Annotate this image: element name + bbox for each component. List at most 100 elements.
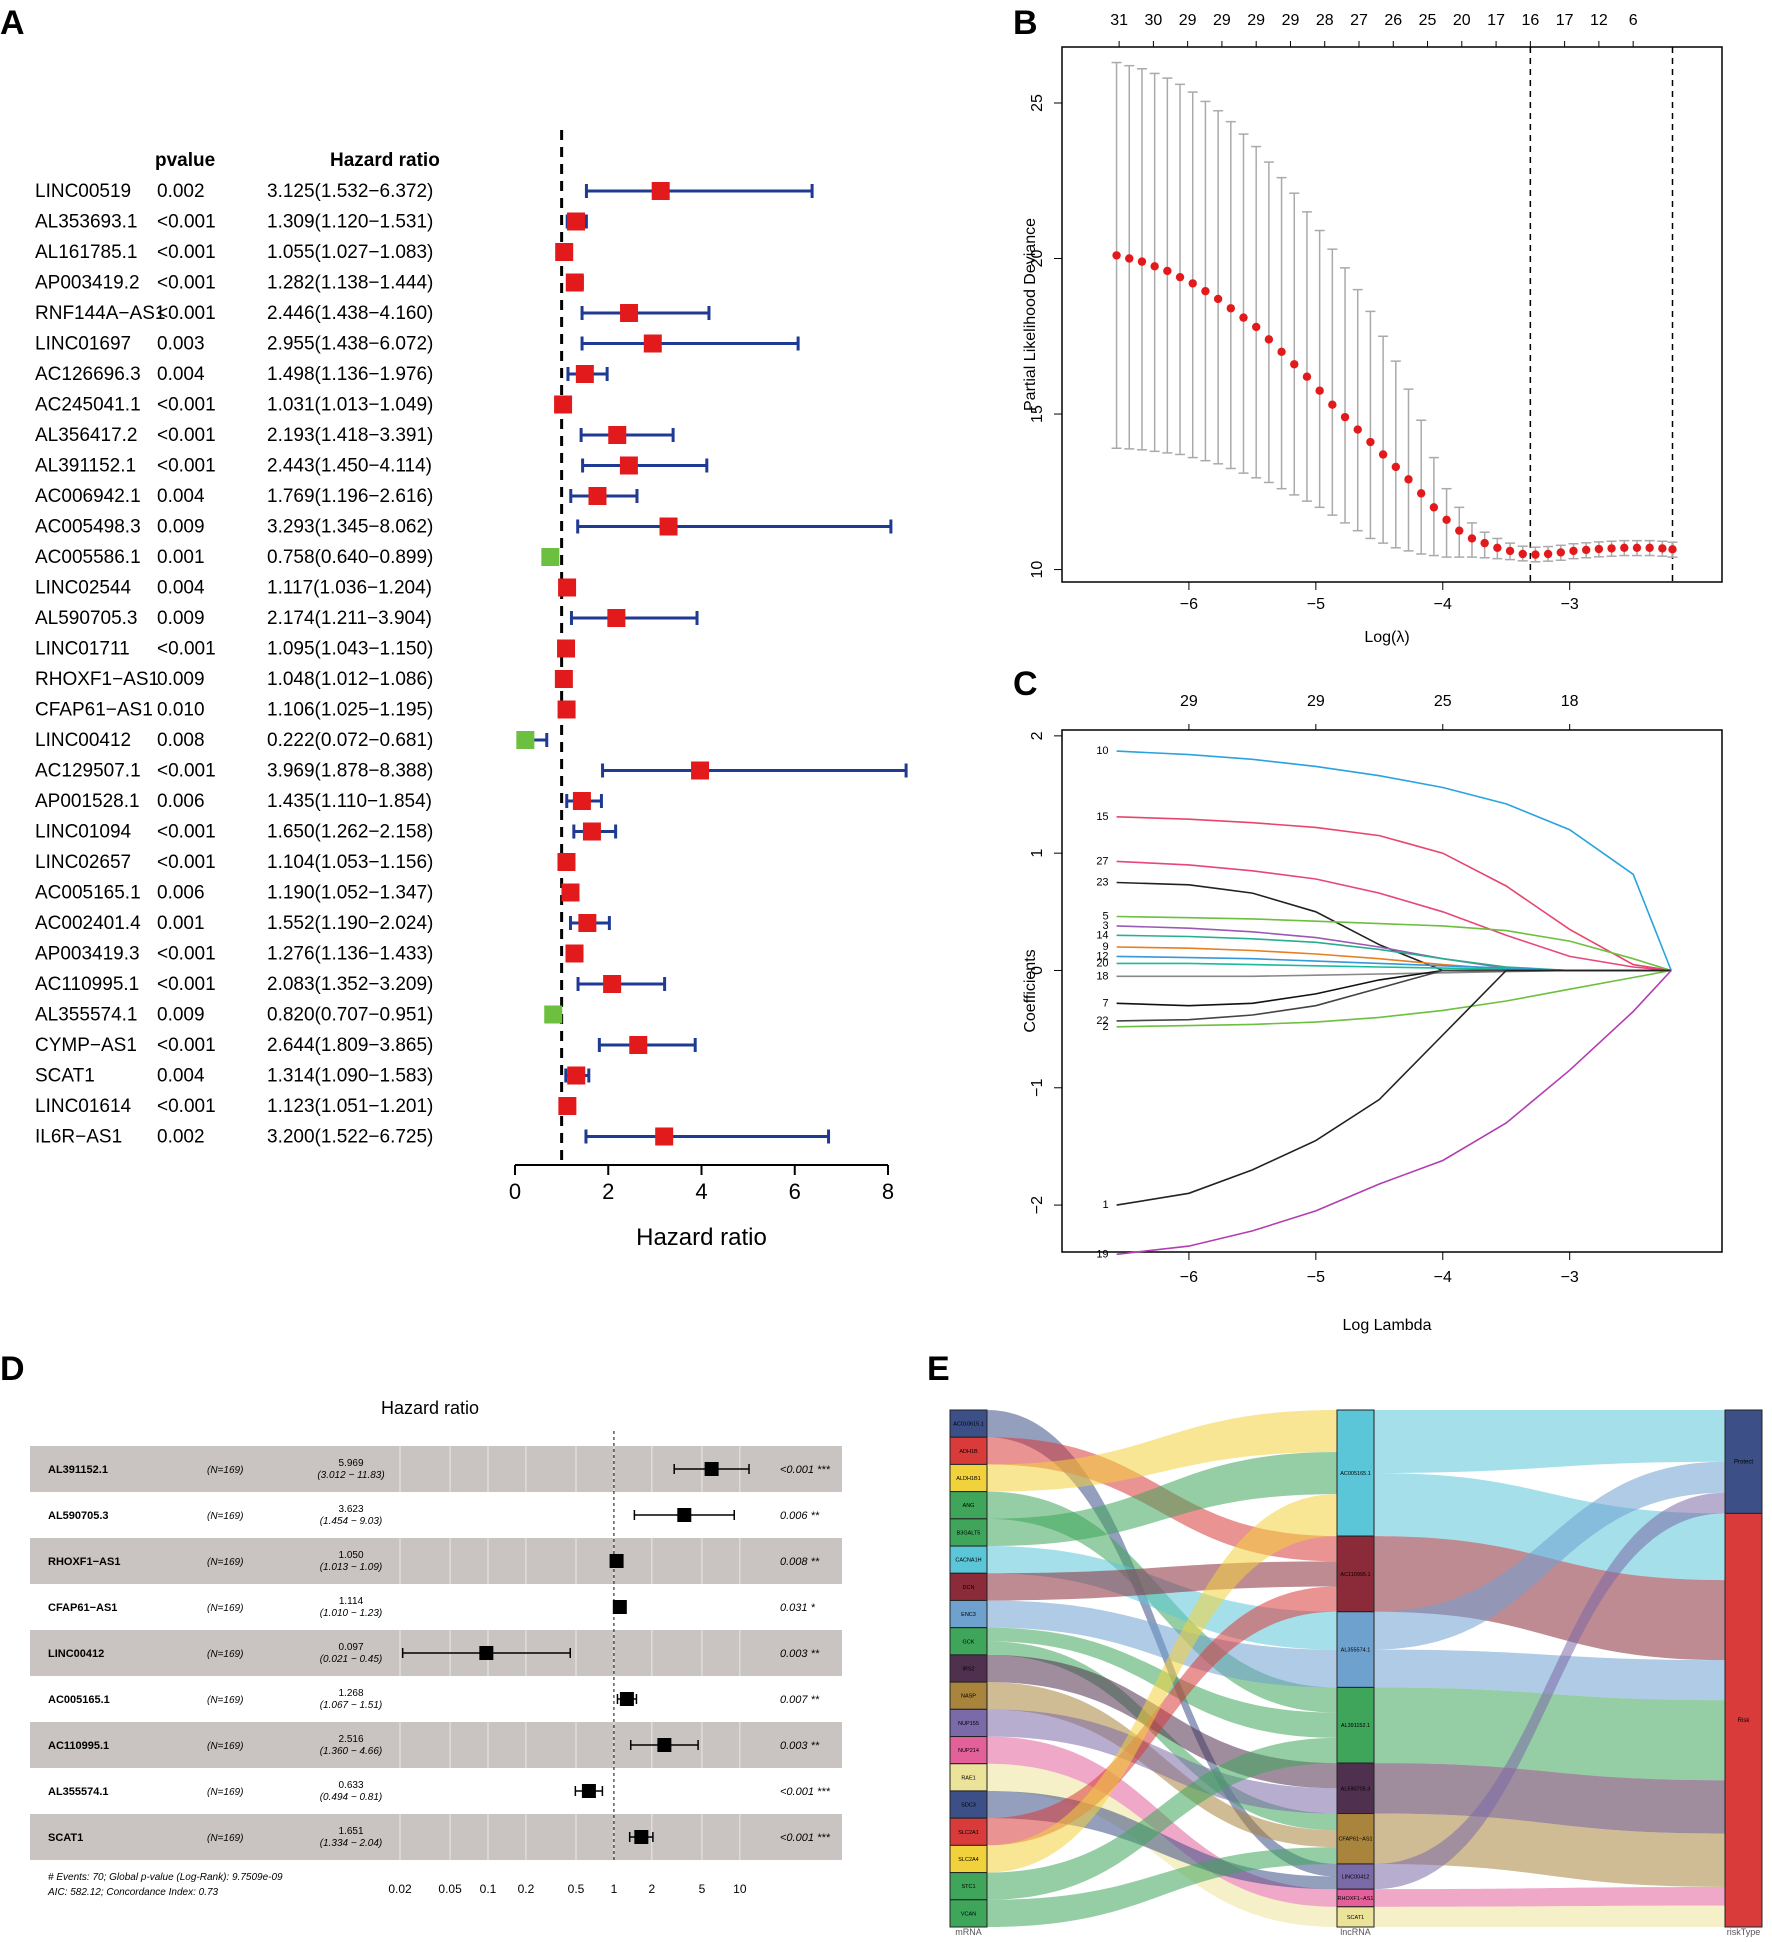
deviance-point [1505, 546, 1515, 556]
flow-ribbon [987, 1410, 1337, 1492]
flow-ribbon [1374, 1461, 1725, 1650]
top-label: 26 [1384, 12, 1402, 29]
y-tick-label: −2 [1029, 1196, 1046, 1214]
hr-point [555, 243, 574, 261]
p-label: <0.001 *** [780, 1832, 831, 1844]
hr-label: 3.969(1.878−8.388) [267, 761, 433, 782]
deviance-point [1366, 437, 1375, 447]
pvalue-label: <0.001 [157, 242, 216, 263]
x-tick-label: 10 [733, 1882, 747, 1896]
n-label: (N=169) [207, 1787, 243, 1798]
pvalue-header: pvalue [155, 150, 215, 171]
ci-label: (1.067 − 1.51) [320, 1700, 383, 1711]
gene-label: LINC01094 [35, 822, 132, 843]
top-label: 17 [1556, 12, 1574, 29]
pvalue-label: <0.001 [157, 822, 216, 843]
mrna-node-label: SDC3 [961, 1803, 976, 1809]
deviance-point [1277, 347, 1286, 357]
gene-label: AC126696.3 [35, 364, 141, 385]
pvalue-label: <0.001 [157, 944, 216, 965]
panel-label: A [0, 4, 25, 42]
top-label: 20 [1453, 12, 1471, 29]
pvalue-label: 0.004 [157, 578, 205, 599]
hr-label: 1.498(1.136−1.976) [267, 364, 433, 385]
deviance-point [1531, 550, 1540, 559]
deviance-point [1620, 543, 1629, 552]
hr-label: 1.282(1.138−1.444) [267, 273, 433, 294]
n-label: (N=169) [207, 1741, 243, 1752]
x-tick-label: 5 [699, 1882, 706, 1896]
gene-label: LINC00412 [35, 730, 131, 751]
flow-ribbon [987, 1737, 1337, 1900]
gene-label: LINC02657 [35, 852, 131, 873]
hr-point [677, 1508, 692, 1522]
mrna-node [949, 1899, 988, 1928]
flow-ribbon [1374, 1536, 1725, 1661]
gene-label: LINC02544 [35, 578, 132, 599]
mrna-node [949, 1572, 988, 1601]
gene-label: AL355574.1 [48, 1786, 109, 1798]
lncrna-node [1336, 1863, 1375, 1890]
x-tick-label: −4 [1434, 1269, 1452, 1286]
hr-label: 3.623 [338, 1504, 363, 1515]
hr-label: 1.095(1.043−1.150) [267, 639, 433, 660]
pvalue-label: 0.004 [157, 486, 205, 507]
deviance-point [1658, 544, 1667, 553]
gene-label: AL590705.3 [35, 608, 138, 629]
ci-label: (1.334 − 2.04) [320, 1838, 383, 1849]
hr-point [541, 548, 560, 566]
y-tick-label: −1 [1029, 1079, 1046, 1097]
path-label: 18 [1096, 970, 1108, 982]
coefficient-path [1116, 969, 1672, 1256]
deviance-point [1556, 548, 1566, 557]
hr-point [619, 456, 638, 475]
hr-point [557, 639, 576, 658]
flow-ribbon [1374, 1687, 1725, 1781]
hr-label: 1.104(1.053−1.156) [267, 852, 433, 873]
deviance-point [1480, 538, 1489, 548]
pvalue-label: 0.009 [157, 517, 205, 538]
path-label: 27 [1096, 855, 1108, 867]
gene-label: AC005498.3 [35, 517, 141, 538]
pvalue-label: 0.002 [157, 1127, 205, 1148]
pvalue-label: <0.001 [157, 456, 216, 477]
top-label: 12 [1590, 12, 1608, 29]
pvalue-label: <0.001 [157, 761, 216, 782]
mrna-node-label: STC1 [961, 1884, 975, 1890]
hr-point [582, 822, 601, 841]
pvalue-label: 0.003 [157, 334, 205, 355]
hr-label: 1.031(1.013−1.049) [267, 395, 433, 416]
flow-ribbon [1374, 1473, 1725, 1581]
lncrna-node [1336, 1535, 1375, 1613]
n-label: (N=169) [207, 1511, 243, 1522]
p-label: 0.003 ** [780, 1740, 820, 1752]
risk-node-label: Protect [1734, 1460, 1753, 1466]
deviance-point [1404, 475, 1413, 484]
mrna-node-label: AC010615.1 [953, 1422, 984, 1428]
hr-label: 1.435(1.110−1.854) [267, 791, 432, 812]
risk-node [1724, 1512, 1763, 1928]
pvalue-label: 0.001 [157, 913, 205, 934]
flow-ribbon [1374, 1649, 1725, 1701]
hr-label: 1.106(1.025−1.195) [267, 700, 433, 721]
y-tick-label: 1 [1029, 849, 1046, 858]
mrna-node-label: ENC3 [961, 1612, 976, 1618]
gene-label: RHOXF1−AS1 [48, 1556, 120, 1568]
mrna-node-label: SLC2A1 [958, 1830, 979, 1836]
hr-point [516, 731, 535, 749]
mrna-node [949, 1654, 988, 1683]
mrna-node [949, 1681, 988, 1710]
deviance-point [1137, 257, 1147, 266]
gene-label: AL391152.1 [35, 456, 136, 477]
path-label: 3 [1102, 920, 1108, 932]
chart-title: Hazard ratio [381, 1398, 479, 1418]
deviance-point [1163, 266, 1172, 276]
y-tick-label: 0 [1029, 966, 1046, 975]
top-label: 18 [1561, 693, 1579, 710]
y-tick-label: 10 [1029, 561, 1046, 579]
coefficient-path [1116, 934, 1672, 972]
row-band [30, 1538, 842, 1584]
pvalue-label: <0.001 [157, 639, 216, 660]
lncrna-node-label: AC110995.1 [1340, 1572, 1370, 1578]
hr-label: 5.969 [338, 1458, 363, 1469]
